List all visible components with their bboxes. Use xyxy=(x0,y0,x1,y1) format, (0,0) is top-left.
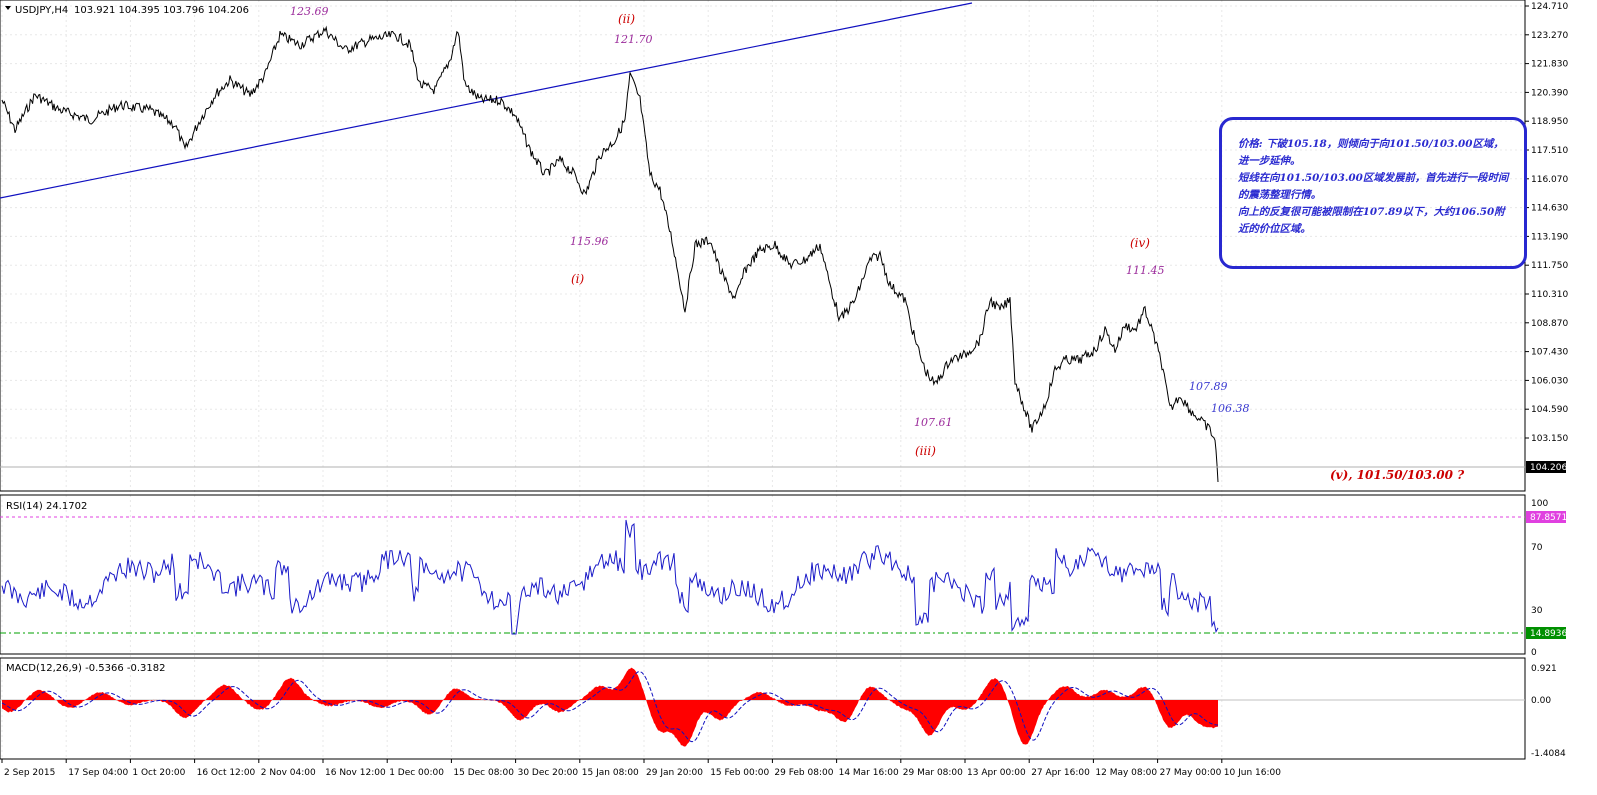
rsi-tick-label: 100 xyxy=(1531,499,1548,509)
macd-tick-label: 0.921 xyxy=(1531,664,1557,674)
commentary-line: 近的价位区域。 xyxy=(1238,223,1311,235)
time-tick-label: 29 Mar 08:00 xyxy=(903,768,963,778)
time-tick-label: 2 Nov 04:00 xyxy=(261,768,316,778)
price-tick-label: 103.150 xyxy=(1531,434,1568,444)
trendline[interactable] xyxy=(0,2,973,199)
price-tick-label: 120.390 xyxy=(1531,88,1568,98)
rsi-tick-label: 0 xyxy=(1531,648,1537,658)
macd-histogram xyxy=(2,667,1218,747)
rsi-upper-tag xyxy=(1526,511,1566,523)
current-price-value: 104.206 xyxy=(1530,463,1567,473)
price-121-70-label: 121.70 xyxy=(614,33,653,46)
price-107-89-label: 107.89 xyxy=(1189,380,1228,393)
price-tick-label: 111.750 xyxy=(1531,261,1568,271)
price-106-38-label: 106.38 xyxy=(1211,402,1250,415)
rsi-axis: 100 70 30 0 xyxy=(1531,499,1548,658)
price-tick-label: 108.870 xyxy=(1531,319,1568,329)
rsi-line xyxy=(1,519,1219,635)
time-tick-label: 1 Oct 20:00 xyxy=(132,768,185,778)
wave-v-label: (v), 101.50/103.00 ? xyxy=(1330,468,1465,482)
price-115-96-label: 115.96 xyxy=(570,235,609,248)
time-tick-label: 15 Jan 08:00 xyxy=(582,768,639,778)
price-tick-label: 106.030 xyxy=(1531,376,1568,386)
commentary-line: 进一步延伸。 xyxy=(1238,155,1301,167)
rsi-upper-value: 87.8571 xyxy=(1530,513,1567,523)
time-tick-label: 27 Apr 16:00 xyxy=(1031,768,1090,778)
commentary-line: 价格: 下破105.18，则倾向于向101.50/103.00区域， xyxy=(1238,138,1504,150)
price-tick-label: 107.430 xyxy=(1531,348,1568,358)
macd-tick-label: 0.00 xyxy=(1531,696,1551,706)
price-111-45-label: 111.45 xyxy=(1126,264,1165,277)
time-tick-label: 27 May 00:00 xyxy=(1160,768,1222,778)
wave-iii-label: (iii) xyxy=(915,444,936,458)
symbol-label: USDJPY,H4 xyxy=(15,5,68,16)
price-107-61-label: 107.61 xyxy=(914,416,953,429)
macd-title: MACD(12,26,9) -0.5366 -0.3182 xyxy=(6,663,166,674)
current-price-tag xyxy=(1526,461,1566,473)
price-tick-label: 123.270 xyxy=(1531,31,1568,41)
ohlc-values: 103.921 104.395 103.796 104.206 xyxy=(74,5,249,16)
wave-ii-label: (ii) xyxy=(618,12,635,26)
rsi-tick-label: 30 xyxy=(1531,606,1543,616)
wave-i-label: (i) xyxy=(571,272,585,286)
rsi-lower-value: 14.8936 xyxy=(1530,629,1567,639)
macd-axis: 0.921 0.00 -1.4084 xyxy=(1531,664,1566,759)
price-tick-label: 113.190 xyxy=(1531,232,1568,242)
commentary-line: 向上的反复很可能被限制在107.89以下，大约106.50附 xyxy=(1238,206,1505,218)
price-axis: 124.710 123.270 121.830 120.390 118.950 117.5… xyxy=(1525,2,1568,444)
price-tick-label: 116.070 xyxy=(1531,175,1568,185)
price-tick-label: 110.310 xyxy=(1531,290,1568,300)
time-tick-label: 10 Jun 16:00 xyxy=(1224,768,1281,778)
dropdown-triangle-icon[interactable] xyxy=(5,6,11,10)
time-tick-label: 16 Nov 12:00 xyxy=(325,768,386,778)
time-tick-label: 1 Dec 00:00 xyxy=(389,768,444,778)
price-tick-label: 121.830 xyxy=(1531,60,1568,70)
time-tick-label: 16 Oct 12:00 xyxy=(197,768,256,778)
macd-signal-line xyxy=(1,671,1219,743)
price-tick-label: 104.590 xyxy=(1531,405,1568,415)
grid xyxy=(0,0,1525,759)
time-tick-label: 29 Jan 20:00 xyxy=(646,768,703,778)
time-tick-label: 15 Feb 00:00 xyxy=(710,768,769,778)
rsi-title: RSI(14) 24.1702 xyxy=(6,501,87,512)
wave-iv-label: (iv) xyxy=(1130,236,1150,250)
price-tick-label: 117.510 xyxy=(1531,146,1568,156)
rsi-panel-frame xyxy=(0,494,1526,655)
time-tick-label: 30 Dec 20:00 xyxy=(518,768,579,778)
time-tick-label: 2 Sep 2015 xyxy=(4,768,55,778)
rsi-lower-tag xyxy=(1526,627,1566,639)
time-tick-label: 13 Apr 00:00 xyxy=(967,768,1026,778)
macd-tick-label: -1.4084 xyxy=(1531,749,1566,759)
price-123-69-label: 123.69 xyxy=(290,5,329,18)
time-tick-label: 12 May 08:00 xyxy=(1095,768,1157,778)
commentary-line: 的震荡整理行情。 xyxy=(1238,189,1322,201)
price-tick-label: 124.710 xyxy=(1531,2,1568,12)
price-tick-label: 118.950 xyxy=(1531,117,1568,127)
rsi-tick-label: 70 xyxy=(1531,543,1543,553)
price-tick-label: 114.630 xyxy=(1531,204,1568,214)
time-tick-label: 15 Dec 08:00 xyxy=(453,768,514,778)
time-axis: 2 Sep 2015 17 Sep 04:00 1 Oct 20:00 16 Oct … xyxy=(1,759,1281,778)
macd-panel-frame xyxy=(0,657,1526,760)
time-tick-label: 14 Mar 16:00 xyxy=(839,768,899,778)
time-tick-label: 29 Feb 08:00 xyxy=(774,768,833,778)
price-line xyxy=(1,25,1219,483)
commentary-line: 短线在向101.50/103.00区域发展前，首先进行一段时间 xyxy=(1238,172,1509,184)
time-tick-label: 17 Sep 04:00 xyxy=(68,768,128,778)
commentary-box: 价格: 下破105.18，则倾向于向101.50/103.00区域， 进一步延伸… xyxy=(1219,117,1527,269)
